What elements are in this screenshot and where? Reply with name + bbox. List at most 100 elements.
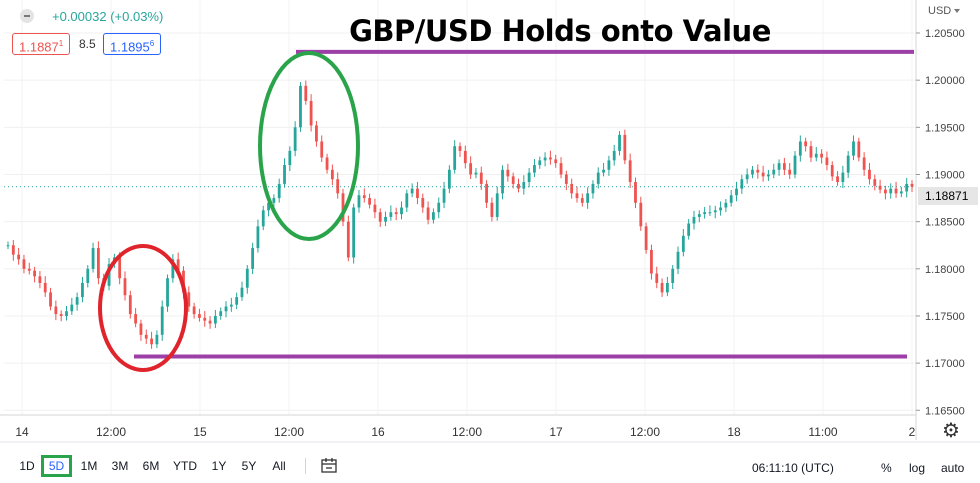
candle-body [22,259,26,269]
time-tick-label: 12:00 [274,425,304,439]
candle-body [873,179,877,186]
candle-body [564,174,568,184]
currency-selector[interactable]: USD [928,5,960,17]
candle-body [362,195,366,199]
gear-icon[interactable]: ⚙ [942,420,960,442]
candle-body [899,191,903,194]
candle-body [203,317,207,321]
candle-body [580,198,584,203]
candle-body [325,157,329,170]
log-scale-button[interactable]: log [909,461,926,475]
range-1m-button[interactable]: 1M [80,459,98,473]
candle-body [772,169,776,175]
auto-scale-button[interactable]: auto [941,461,965,475]
candle-body [187,292,191,307]
minus-circle-icon[interactable] [20,9,34,23]
candle-body [485,183,488,203]
candle-body [665,282,669,293]
candle-body [543,157,547,161]
candle-body [740,179,744,189]
candle-body [267,202,270,211]
candle-body [490,202,494,217]
candle-body [554,159,558,164]
candle-body [495,193,499,217]
candle-body [11,245,15,255]
price-tick-label: 1.17500 [925,311,965,323]
candle-body [676,251,680,269]
candle-body [612,150,616,161]
candle-body [724,202,728,208]
buy-price-button[interactable]: 1.18956 [103,33,162,55]
candle-body [868,169,871,180]
candle-body [474,172,478,175]
price-axis[interactable]: 1.20500 1.20000 1.19500 1.19000 1.18500 1.180… [915,0,965,440]
price-tick-label: 1.20000 [925,75,965,87]
price-tick-label: 1.20500 [925,28,965,40]
candle-body [75,297,79,305]
candle-body [65,311,68,316]
candle-body [703,212,707,215]
candle-body [644,226,648,250]
candle-body [793,155,797,175]
time-tick-label: 15 [193,425,207,439]
candle-body [538,160,542,166]
candle-body [809,146,813,158]
range-5d-button[interactable]: 5D [41,455,72,477]
candle-body [213,315,217,324]
range-3m-button[interactable]: 3M [111,459,129,473]
annotations [98,51,360,372]
price-tick-label: 1.17000 [925,358,965,370]
time-tick-label: 18 [727,425,741,439]
candle-body [330,169,334,180]
range-1d-button[interactable]: 1D [19,459,35,473]
sell-price-button[interactable]: 1.18871 [12,33,71,55]
candle-body [708,212,712,214]
candle-body [245,268,249,288]
candle-body [288,150,292,166]
candle-body [586,193,590,203]
candle-body [384,216,387,222]
candle-body [155,334,159,345]
range-all-button[interactable]: All [272,459,286,473]
candle-body [501,169,504,194]
candle-body [596,172,600,184]
candle-body [400,207,403,215]
range-5y-button[interactable]: 5Y [241,459,257,473]
candle-body [618,134,621,151]
candle-body [798,141,802,156]
candle-body [884,189,887,194]
ask-price: 1.1895 [110,39,150,55]
candle-body [788,169,792,175]
candle-body [378,212,382,222]
price-tick-label: 1.16500 [925,405,965,417]
candle-body [575,193,579,199]
price-tick-label: 1.19000 [925,169,965,181]
candle-body [857,141,861,158]
candle-body [432,212,435,220]
candle-body [681,235,685,252]
candle-body [426,207,430,220]
range-ytd-button[interactable]: YTD [173,459,197,473]
candle-body [59,314,63,316]
price-tick-label: 1.18500 [925,217,965,229]
bid-price-sup: 1 [58,39,64,48]
range-6m-button[interactable]: 6M [142,459,160,473]
candle-body [309,100,313,126]
resistance-highlight-ellipse [258,51,360,241]
candle-body [235,297,239,305]
candle-body [315,125,318,142]
percent-scale-button[interactable]: % [881,461,892,475]
utc-clock[interactable]: 06:11:10 (UTC) [752,461,834,475]
time-axis[interactable]: 14 12:00 15 12:00 16 12:00 17 12:00 18 11:00 2 [0,414,980,443]
support-highlight-ellipse [98,244,188,372]
candle-body [38,276,42,283]
candle-body [43,282,47,293]
compare-calendar-icon[interactable] [320,457,338,475]
range-1y-button[interactable]: 1Y [211,459,227,473]
candle-body [591,183,595,194]
candle-body [171,259,175,279]
candle-body [463,150,467,164]
candle-body [910,183,914,187]
